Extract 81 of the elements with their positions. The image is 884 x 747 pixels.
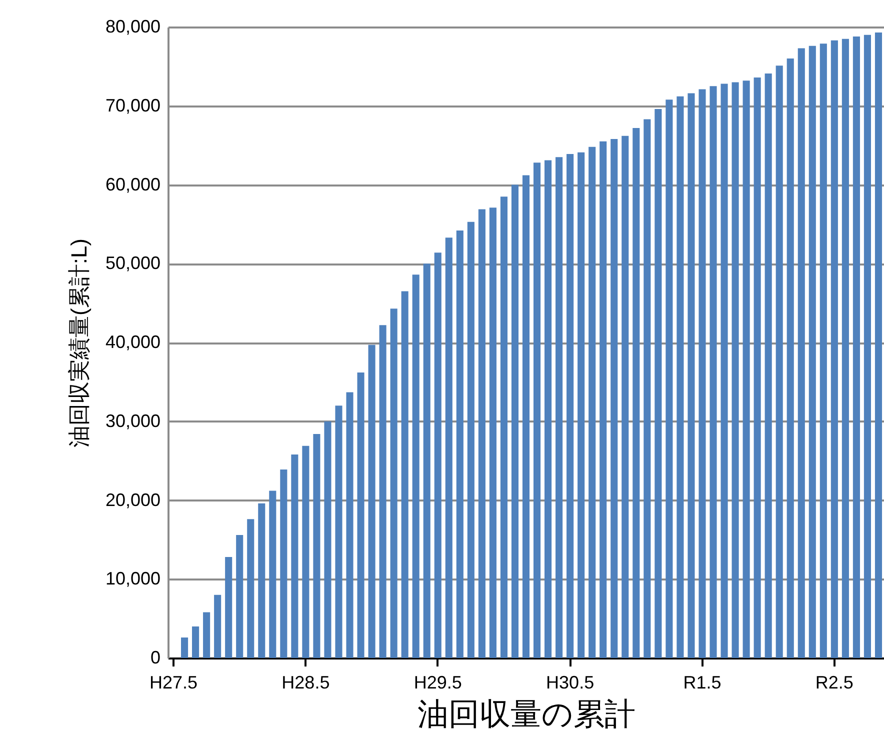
bar [852, 36, 860, 658]
bar [533, 162, 541, 658]
bar [864, 34, 871, 658]
bar [390, 308, 398, 658]
y-tick-label: 50,000 [105, 253, 160, 274]
y-tick-label: 40,000 [105, 332, 160, 352]
bar [324, 421, 332, 658]
bar [786, 58, 794, 658]
bar [688, 93, 695, 658]
bar [732, 82, 739, 658]
bar [754, 77, 761, 658]
y-tick-label: 80,000 [105, 16, 160, 36]
bar [666, 100, 673, 658]
bar [720, 84, 728, 658]
bar [434, 252, 442, 658]
x-tick-label: H29.5 [414, 672, 462, 692]
bar [456, 230, 464, 658]
bar [412, 274, 420, 658]
bar [203, 612, 210, 658]
bar [467, 222, 474, 658]
bar [236, 534, 244, 658]
bar [423, 264, 430, 658]
y-tick-label: 20,000 [105, 490, 160, 510]
bar [445, 238, 452, 658]
bar [842, 38, 849, 658]
bar [588, 146, 596, 658]
bar [764, 74, 772, 658]
bar [478, 209, 486, 658]
y-axis-title: 油回収実績量(累計:L) [66, 238, 92, 448]
bar [346, 392, 354, 658]
bar [335, 406, 342, 658]
bar [313, 434, 320, 658]
bar [511, 184, 519, 658]
bar [401, 291, 408, 658]
bar [500, 196, 508, 658]
bar [578, 152, 585, 658]
x-tick-label: H30.5 [546, 672, 594, 692]
bar [644, 119, 651, 658]
bar [830, 40, 838, 658]
bar [181, 637, 188, 658]
x-tick-label: R1.5 [683, 672, 722, 692]
bar [874, 32, 882, 658]
bar [192, 626, 200, 658]
bar [302, 446, 310, 658]
bar [522, 175, 530, 658]
x-tick-label: H27.5 [149, 672, 198, 692]
bar [247, 519, 254, 658]
bar [357, 372, 364, 658]
bar [489, 208, 496, 658]
bar [622, 136, 629, 658]
bar [214, 594, 222, 658]
bar [566, 154, 574, 658]
bar [798, 48, 805, 658]
bar [610, 139, 618, 658]
bar [280, 469, 288, 658]
bar [544, 160, 552, 658]
bar [291, 454, 298, 658]
bar [368, 344, 376, 658]
bar [742, 80, 750, 658]
bar [269, 490, 276, 658]
bar [654, 109, 662, 658]
bar [808, 46, 816, 658]
x-axis-title: 油回収量の累計 [418, 696, 636, 732]
y-tick-label: 10,000 [105, 568, 160, 589]
x-tick-label: R2.5 [815, 672, 854, 692]
bar [225, 557, 232, 658]
bar [698, 89, 706, 658]
bar [676, 96, 684, 658]
bar [710, 86, 717, 658]
bar [820, 44, 827, 658]
bar [600, 141, 607, 658]
bar [776, 66, 783, 658]
bar [258, 503, 266, 658]
x-tick-label: H28.5 [282, 672, 330, 692]
bar [379, 325, 386, 658]
y-tick-label: 60,000 [105, 174, 160, 194]
bar [632, 128, 640, 658]
y-tick-label: 70,000 [105, 95, 160, 116]
y-tick-label: 0 [150, 648, 160, 668]
y-tick-label: 30,000 [105, 410, 160, 431]
bar [556, 157, 563, 658]
